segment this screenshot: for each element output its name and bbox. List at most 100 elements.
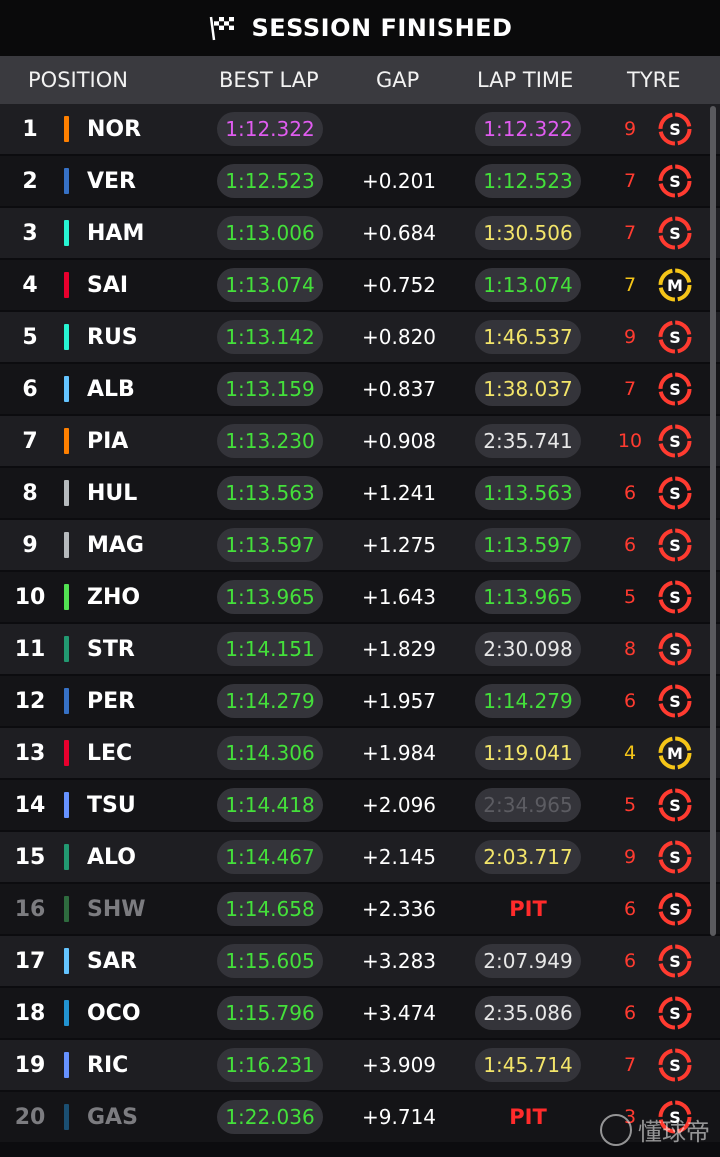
tyre-compound: S (669, 692, 681, 711)
tyre-laps: 9 (623, 846, 637, 868)
best-lap-time: 1:14.279 (217, 684, 323, 718)
tyre-laps: 6 (623, 898, 637, 920)
table-row[interactable]: 11 STR 1:14.151 +1.829 2:30.098 8 S (0, 624, 720, 674)
driver-code: LEC (87, 740, 133, 766)
tyre-laps: 6 (623, 534, 637, 556)
driver-code: OCO (87, 1000, 141, 1026)
table-row[interactable]: 12 PER 1:14.279 +1.957 1:14.279 6 S (0, 676, 720, 726)
lap-time: 2:30.098 (475, 632, 581, 666)
tyre-laps: 7 (623, 1054, 637, 1076)
soft-tyre-icon: S (658, 476, 692, 510)
soft-tyre-icon: S (658, 216, 692, 250)
tyre-laps: 7 (623, 378, 637, 400)
table-row[interactable]: 4 SAI 1:13.074 +0.752 1:13.074 7 M (0, 260, 720, 310)
team-color-bar (64, 584, 69, 610)
tyre-laps: 9 (623, 118, 637, 140)
tyre-compound: S (669, 172, 681, 191)
tyre-compound: S (669, 1056, 681, 1075)
tyre-compound: S (669, 432, 681, 451)
table-row[interactable]: 2 VER 1:12.523 +0.201 1:12.523 7 S (0, 156, 720, 206)
position-number: 12 (14, 688, 46, 714)
watermark-text: 懂球帝 (638, 1118, 710, 1146)
table-row[interactable]: 9 MAG 1:13.597 +1.275 1:13.597 6 S (0, 520, 720, 570)
position-number: 17 (14, 948, 46, 974)
tyre-laps: 7 (623, 222, 637, 244)
tyre-laps: 6 (623, 950, 637, 972)
tyre-compound: S (669, 224, 681, 243)
tyre-compound: M (667, 276, 683, 295)
gap-value: +1.643 (362, 585, 437, 609)
team-color-bar (64, 948, 69, 974)
lap-time: 1:30.506 (475, 216, 581, 250)
table-row[interactable]: 3 HAM 1:13.006 +0.684 1:30.506 7 S (0, 208, 720, 258)
medium-tyre-icon: M (658, 268, 692, 302)
position-number: 13 (14, 740, 46, 766)
team-color-bar (64, 532, 69, 558)
driver-code: SAR (87, 948, 137, 974)
driver-code: SHW (87, 896, 146, 922)
soft-tyre-icon: S (658, 164, 692, 198)
table-row[interactable]: 18 OCO 1:15.796 +3.474 2:35.086 6 S (0, 988, 720, 1038)
best-lap-time: 1:14.418 (217, 788, 323, 822)
tyre-compound: S (669, 328, 681, 347)
page-title: SESSION FINISHED (251, 14, 513, 42)
gap-value: +0.908 (362, 429, 437, 453)
table-row[interactable]: 17 SAR 1:15.605 +3.283 2:07.949 6 S (0, 936, 720, 986)
table-row[interactable]: 15 ALO 1:14.467 +2.145 2:03.717 9 S (0, 832, 720, 882)
tyre-laps: 6 (623, 690, 637, 712)
team-color-bar (64, 1052, 69, 1078)
table-row[interactable]: 7 PIA 1:13.230 +0.908 2:35.741 10 S (0, 416, 720, 466)
soft-tyre-icon: S (658, 580, 692, 614)
table-row[interactable]: 20 GAS 1:22.036 +9.714 PIT 3 S (0, 1092, 720, 1142)
team-color-bar (64, 740, 69, 766)
driver-code: GAS (87, 1104, 138, 1130)
soft-tyre-icon: S (658, 424, 692, 458)
best-lap-time: 1:12.322 (217, 112, 323, 146)
table-row[interactable]: 14 TSU 1:14.418 +2.096 2:34.965 5 S (0, 780, 720, 830)
table-row[interactable]: 13 LEC 1:14.306 +1.984 1:19.041 4 M (0, 728, 720, 778)
lap-time: 1:19.041 (475, 736, 581, 770)
column-header-lap-time: LAP TIME (477, 68, 574, 92)
table-row[interactable]: 5 RUS 1:13.142 +0.820 1:46.537 9 S (0, 312, 720, 362)
position-number: 5 (22, 324, 38, 350)
checkered-flag-icon (209, 16, 234, 41)
gap-value: +1.829 (362, 637, 437, 661)
lap-time: 2:07.949 (475, 944, 581, 978)
watermark: 懂球帝 (600, 1112, 710, 1147)
best-lap-time: 1:13.965 (217, 580, 323, 614)
best-lap-time: 1:13.230 (217, 424, 323, 458)
team-color-bar (64, 844, 69, 870)
table-row[interactable]: 8 HUL 1:13.563 +1.241 1:13.563 6 S (0, 468, 720, 518)
team-color-bar (64, 792, 69, 818)
soft-tyre-icon: S (658, 684, 692, 718)
driver-code: RUS (87, 324, 138, 350)
table-row[interactable]: 10 ZHO 1:13.965 +1.643 1:13.965 5 S (0, 572, 720, 622)
tyre-laps: 9 (623, 326, 637, 348)
position-number: 1 (22, 116, 38, 142)
driver-code: PIA (87, 428, 129, 454)
driver-code: RIC (87, 1052, 129, 1078)
gap-value: +0.837 (362, 377, 437, 401)
table-row[interactable]: 16 SHW 1:14.658 +2.336 PIT 6 S (0, 884, 720, 934)
driver-code: PER (87, 688, 136, 714)
lap-time: 2:03.717 (475, 840, 581, 874)
table-row[interactable]: 1 NOR 1:12.322 1:12.322 9 S (0, 104, 720, 154)
driver-code: NOR (87, 116, 142, 142)
team-color-bar (64, 896, 69, 922)
team-color-bar (64, 220, 69, 246)
pit-status: PIT (509, 1105, 547, 1129)
gap-value: +0.820 (362, 325, 437, 349)
gap-value: +1.241 (362, 481, 437, 505)
best-lap-time: 1:14.306 (217, 736, 323, 770)
table-row[interactable]: 6 ALB 1:13.159 +0.837 1:38.037 7 S (0, 364, 720, 414)
lap-time: 1:45.714 (475, 1048, 581, 1082)
tyre-laps: 5 (623, 586, 637, 608)
lap-time: 1:13.965 (475, 580, 581, 614)
table-row[interactable]: 19 RIC 1:16.231 +3.909 1:45.714 7 S (0, 1040, 720, 1090)
tyre-laps: 8 (623, 638, 637, 660)
scrollbar[interactable] (710, 106, 716, 936)
tyre-compound: S (669, 484, 681, 503)
lap-time: 2:35.741 (475, 424, 581, 458)
tyre-compound: S (669, 796, 681, 815)
gap-value: +1.275 (362, 533, 437, 557)
